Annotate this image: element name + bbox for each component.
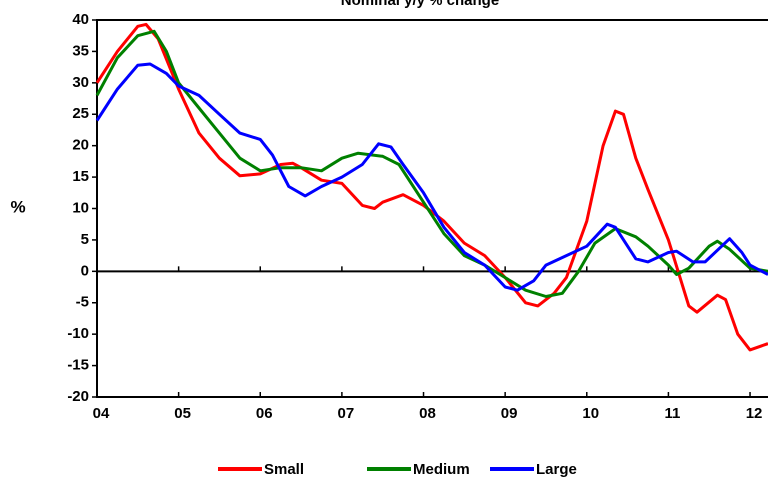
- x-tick-label: 12: [746, 405, 763, 422]
- series-line: [95, 29, 768, 298]
- legend-label: Large: [536, 461, 577, 478]
- y-axis-label: %: [10, 197, 25, 216]
- y-tick-label: 30: [72, 74, 89, 91]
- x-tick-label: 06: [256, 405, 273, 422]
- series-line: [95, 22, 768, 352]
- x-tick-label: 05: [174, 405, 191, 422]
- y-tick-label: -5: [76, 294, 89, 311]
- y-tick-label: 25: [72, 105, 89, 122]
- y-tick-label: -10: [67, 325, 89, 342]
- x-tick-label: 08: [419, 405, 436, 422]
- legend-label: Medium: [413, 461, 470, 478]
- x-tick-label: 09: [501, 405, 518, 422]
- legend-label: Small: [264, 461, 304, 478]
- y-tick-label: 0: [81, 262, 89, 279]
- y-tick-label: 15: [72, 168, 89, 185]
- y-tick-label: 5: [81, 231, 89, 248]
- x-tick-label: 04: [93, 405, 110, 422]
- x-tick-label: 10: [582, 405, 599, 422]
- y-tick-label: -20: [67, 388, 89, 405]
- x-tick-label: 07: [338, 405, 355, 422]
- y-tick-label: 40: [72, 11, 89, 28]
- series-line: [95, 62, 768, 292]
- y-tick-label: 35: [72, 42, 89, 59]
- y-tick-label: -15: [67, 357, 89, 374]
- y-tick-label: 20: [72, 137, 89, 154]
- chart-title: Nominal y/y % change: [341, 0, 499, 9]
- x-tick-label: 11: [664, 405, 680, 422]
- y-tick-label: 10: [72, 199, 89, 216]
